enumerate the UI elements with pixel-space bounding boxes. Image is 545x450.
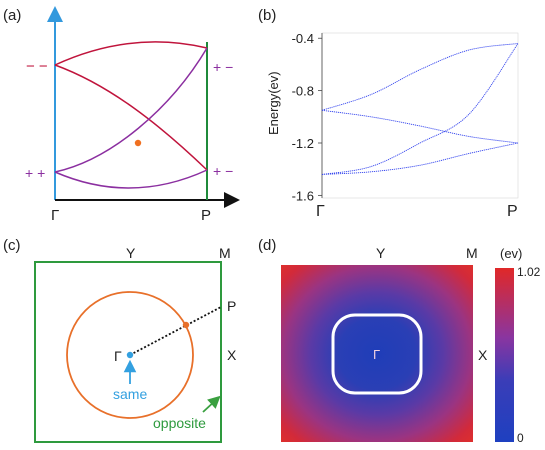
- label-plus-minus-top: + −: [213, 59, 233, 75]
- gamma-label: Γ: [51, 207, 59, 224]
- panel-d: (d) Γ Y M X (ev) 1.02 0: [258, 237, 541, 445]
- y-axis-label: Energy(ev): [266, 71, 281, 135]
- band-line-4: [321, 142, 519, 175]
- opposite-label: opposite: [153, 415, 206, 431]
- label-plus-minus-bottom: + −: [213, 163, 233, 179]
- label-minus-minus: − −: [26, 58, 48, 75]
- gamma-to-p-path: [129, 306, 222, 356]
- panel-a: (a) − − + + + − + − Γ P: [3, 6, 240, 224]
- p-point-label: P: [227, 298, 236, 314]
- label-plus-plus: + +: [25, 165, 45, 181]
- purple-band-upper: [54, 47, 208, 173]
- y-tick-label: -0.4: [292, 31, 314, 46]
- band-line-3: [321, 43, 519, 175]
- y-tick-label: -0.8: [292, 84, 314, 99]
- band-line-1: [321, 43, 519, 111]
- same-label: same: [113, 386, 147, 402]
- x-tick-gamma: Γ: [316, 203, 325, 220]
- x-point-label: X: [227, 347, 237, 363]
- intersection-dot: [182, 321, 190, 329]
- m-point-label: M: [219, 245, 231, 261]
- band-series: [321, 43, 519, 175]
- colorbar-max: 1.02: [517, 265, 541, 279]
- red-band-upper: [54, 41, 208, 66]
- heatmap-m-label: M: [466, 245, 478, 261]
- panel-a-label: (a): [3, 7, 21, 24]
- gamma-dot: [126, 351, 134, 359]
- band-line-2: [321, 109, 519, 144]
- heatmap-gamma-label: Γ: [373, 347, 380, 362]
- colorbar-min: 0: [517, 431, 524, 445]
- y-tick-label: -1.2: [292, 136, 314, 151]
- p-label: P: [201, 207, 211, 224]
- panel-d-label: (d): [258, 237, 276, 254]
- plot-frame: [321, 32, 519, 199]
- heatmap-x-label: X: [478, 347, 488, 363]
- purple-band-lower: [54, 169, 208, 189]
- y-tick-label: -1.6: [292, 188, 314, 203]
- gamma-point-label: Γ: [114, 348, 122, 364]
- panel-b: (b) -0.4 -0.8 -1.2 -1.6 Energy(ev) Γ P: [258, 7, 519, 220]
- panel-c: (c) Y M P X Γ same opposite: [3, 237, 237, 443]
- brillouin-zone-box: [34, 261, 222, 443]
- y-ticks: -0.4 -0.8 -1.2 -1.6: [292, 31, 322, 203]
- colorbar: [495, 268, 514, 442]
- red-band-lower: [54, 64, 208, 171]
- y-point-label: Y: [126, 245, 136, 261]
- panel-b-label: (b): [258, 7, 276, 24]
- energy-heatmap: [281, 265, 473, 442]
- x-tick-p: P: [507, 203, 518, 220]
- fermi-circle: [66, 291, 194, 419]
- panel-c-label: (c): [3, 237, 21, 254]
- heatmap-y-label: Y: [376, 245, 386, 261]
- fermi-contour: [331, 313, 423, 395]
- opposite-arrow: [202, 395, 221, 413]
- colorbar-unit: (ev): [500, 246, 522, 261]
- band-crossing-dot: [134, 139, 142, 147]
